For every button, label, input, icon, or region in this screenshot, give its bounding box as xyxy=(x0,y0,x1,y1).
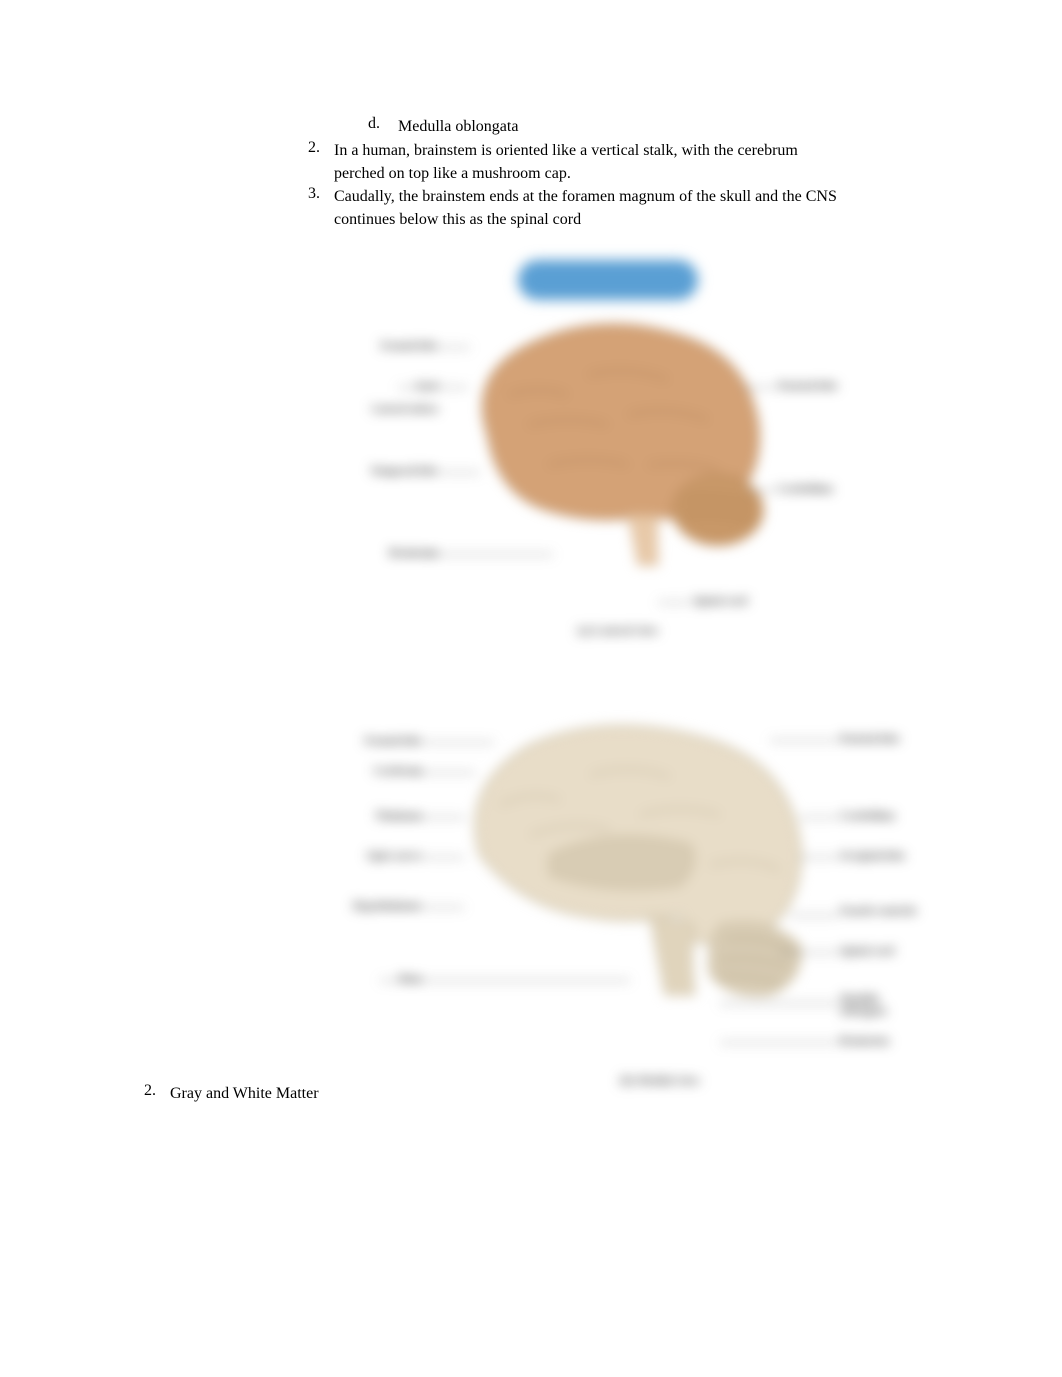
brain-lateral-diagram: Frontal lobe Gyri Lateral sulcus Tempora… xyxy=(348,245,888,655)
label-spinal-cord-2: Spinal cord xyxy=(840,945,920,957)
label-fourth-ventricle: Fourth ventricle xyxy=(840,905,920,917)
leader-line xyxy=(424,857,464,858)
label-optic-nerve: Optic nerve xyxy=(342,850,422,862)
brain-medial-svg xyxy=(430,715,830,1015)
label-medulla-oblongata: Medulla oblongata xyxy=(840,993,920,1017)
section-text-2: Gray and White Matter xyxy=(170,1082,319,1105)
label-frontal-lobe: Frontal lobe xyxy=(358,340,438,352)
leader-line xyxy=(800,817,838,818)
section-marker-2: 2. xyxy=(144,1082,156,1105)
diagram-banner xyxy=(518,260,698,300)
leader-line xyxy=(720,1042,838,1043)
leader-line xyxy=(720,1003,838,1004)
label-hypothalamus: Hypothalamus xyxy=(342,900,422,912)
list-marker-3: 3. xyxy=(308,185,320,231)
blur-overlay: Frontal lobe Gyri Lateral sulcus Tempora… xyxy=(348,245,888,655)
leader-line xyxy=(658,602,690,603)
list-text-2: In a human, brainstem is oriented like a… xyxy=(334,139,848,185)
label-brainstem-2: Brainstem xyxy=(840,1035,920,1047)
list-text-d: Medulla oblongata xyxy=(398,115,518,138)
leader-line xyxy=(440,347,470,348)
label-temporal-lobe: Temporal lobe xyxy=(358,465,438,477)
list-text-3: Caudally, the brainstem ends at the fora… xyxy=(334,185,848,231)
label-thalamus: Thalamus xyxy=(342,810,422,822)
label-parietal-lobe: Parietal lobe xyxy=(778,380,858,392)
label-gyri: Gyri xyxy=(358,380,438,392)
leader-line xyxy=(800,857,838,858)
label-frontal-lobe-2: Frontal lobe xyxy=(342,735,422,747)
leader-line xyxy=(770,740,838,741)
section-gray-white-matter: 2. Gray and White Matter xyxy=(144,1082,319,1105)
list-item-d: d. Medulla oblongata xyxy=(368,115,518,138)
leader-line xyxy=(790,915,838,916)
leader-line xyxy=(380,980,630,981)
leader-line xyxy=(415,772,475,773)
label-cerebellum: Cerebellum xyxy=(778,483,858,495)
label-lateral-sulcus: Lateral sulcus xyxy=(358,403,438,415)
list-item-2: 2. In a human, brainstem is oriented lik… xyxy=(308,139,848,185)
brain-lateral-svg xyxy=(448,315,778,575)
leader-line xyxy=(423,554,553,555)
blur-overlay-2: Frontal lobe Cerebrum Thalamus Optic ner… xyxy=(340,675,920,1075)
label-parietal-lobe-2: Parietal lobe xyxy=(840,733,920,745)
list-marker-d: d. xyxy=(368,115,380,138)
list-marker-2: 2. xyxy=(308,139,320,185)
leader-line xyxy=(743,387,775,388)
leader-line xyxy=(780,952,838,953)
label-brainstem: Brainstem xyxy=(358,547,438,559)
caption-medial: (b) Medial view xyxy=(600,1073,720,1088)
label-spinal-cord: Spinal cord xyxy=(693,595,773,607)
label-occipital-lobe: Occipital lobe xyxy=(840,850,920,862)
label-pons: Pons xyxy=(342,973,422,985)
leader-line xyxy=(398,387,468,388)
leader-line xyxy=(424,907,464,908)
leader-line xyxy=(424,742,494,743)
leader-line xyxy=(748,490,776,491)
leader-line xyxy=(440,472,480,473)
label-cerebrum: Cerebrum xyxy=(342,765,422,777)
brain-medial-diagram: Frontal lobe Cerebrum Thalamus Optic ner… xyxy=(340,675,920,1075)
leader-line xyxy=(415,817,465,818)
caption-lateral: (a) Lateral view xyxy=(558,623,678,638)
label-cerebellum-2: Cerebellum xyxy=(840,810,920,822)
list-item-3: 3. Caudally, the brainstem ends at the f… xyxy=(308,185,848,231)
